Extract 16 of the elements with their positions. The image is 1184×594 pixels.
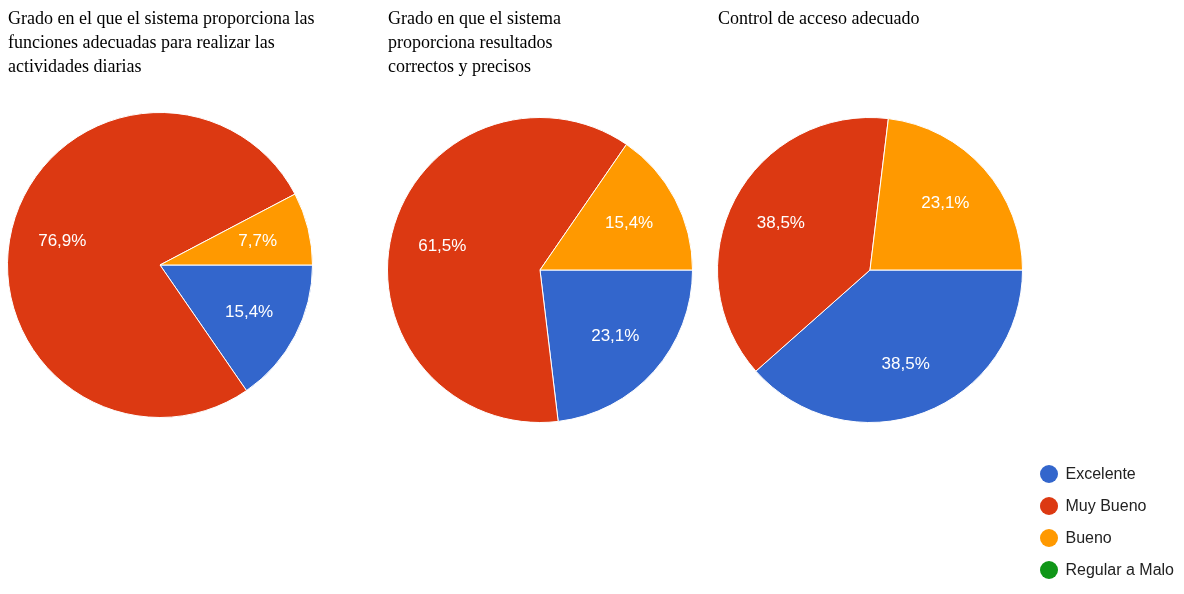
chart-title: Grado en que el sistema proporciona resultados correctos y precisos [388,7,562,78]
data-label: 7,7% [238,230,278,250]
data-label: 38,5% [881,353,930,373]
chart-title: Control de acceso adecuado [718,7,921,30]
chart-title: Grado en el que el sistema proporciona las funciones adecuadas para realizar las actividades diarias [8,7,316,78]
data-label: 15,4% [225,301,274,321]
data-label: 23,1% [591,326,640,346]
data-label: 15,4% [605,212,654,232]
legend-label: Excelente [1065,465,1136,483]
data-label: 38,5% [756,212,805,232]
legend-label: Muy Bueno [1065,497,1147,515]
data-label: 61,5% [418,235,467,255]
legend-label: Regular a Malo [1065,561,1174,579]
legend-label: Bueno [1065,529,1112,547]
data-label: 23,1% [921,192,970,212]
data-label: 76,9% [38,230,87,250]
